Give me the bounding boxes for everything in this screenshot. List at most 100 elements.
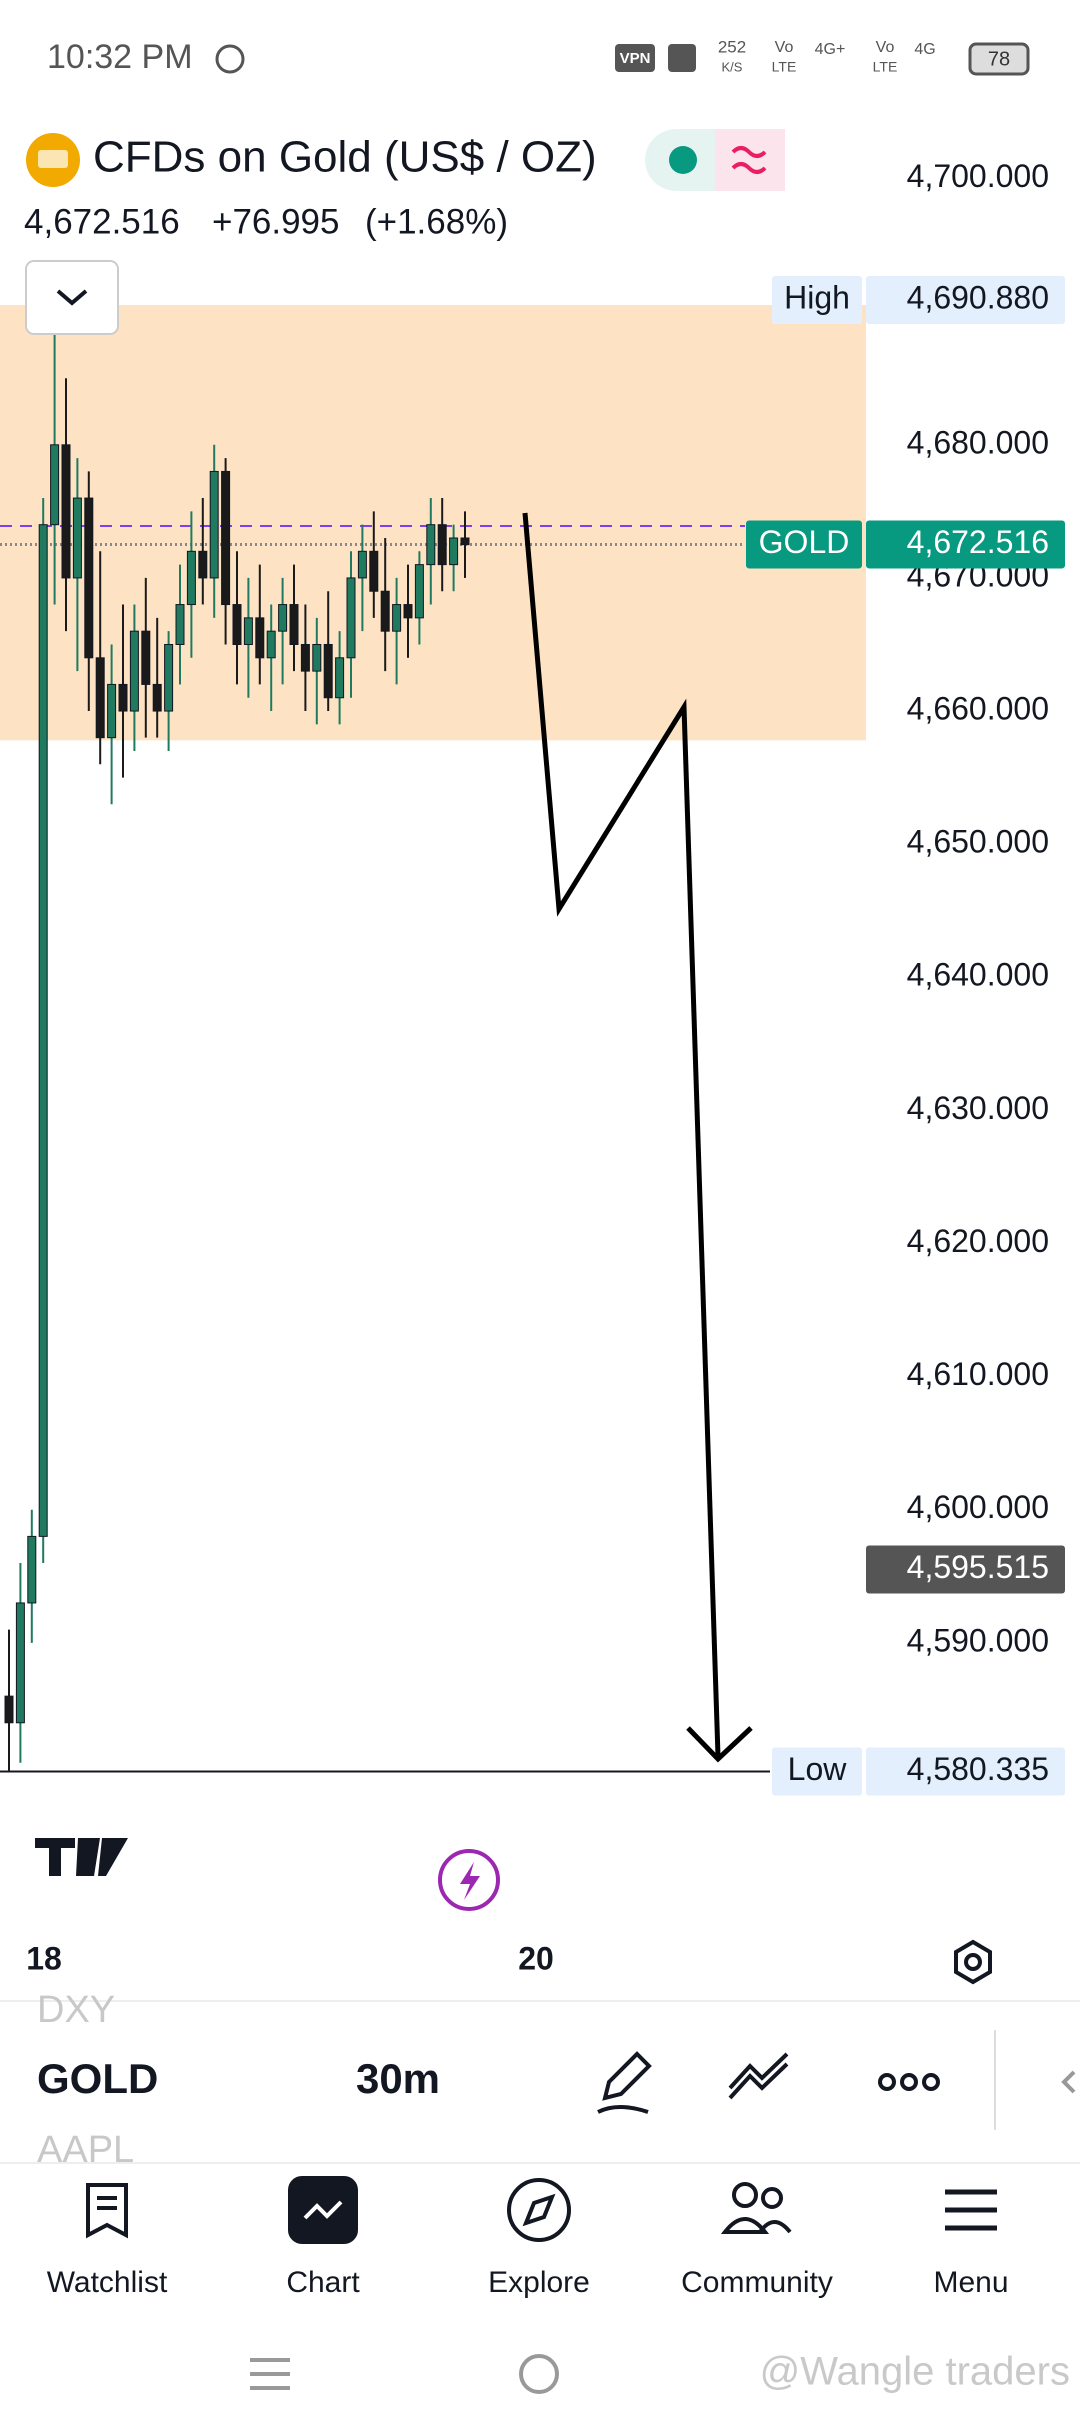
- candle-body: [72, 497, 82, 579]
- candle-body: [15, 1602, 25, 1724]
- candle-body: [164, 643, 174, 712]
- status-pill-right: [715, 129, 785, 191]
- settings-icon-center: [964, 1953, 982, 1971]
- battery: [968, 42, 1030, 76]
- candle-body: [278, 604, 288, 632]
- net-type: 4G: [914, 41, 935, 58]
- market-open-dot: [669, 146, 697, 174]
- explore-needle: [522, 2193, 556, 2227]
- whatsapp-icon: [215, 44, 245, 74]
- price-tag-value: 4,672.516: [907, 524, 1049, 560]
- collapse-button[interactable]: [25, 260, 119, 335]
- x-tick-label: 20: [518, 1940, 554, 1976]
- price-tag-name: Low: [788, 1751, 848, 1787]
- net-speed: 252: [718, 37, 746, 56]
- candle-body: [243, 617, 253, 645]
- candle-body: [186, 550, 196, 606]
- candle-body: [369, 550, 379, 592]
- candle-body: [255, 617, 265, 659]
- y-tick-label: 4,600.000: [907, 1489, 1049, 1525]
- chevron-icon: [56, 289, 88, 306]
- candle-body: [107, 683, 117, 739]
- more-dot[interactable]: [878, 2073, 896, 2091]
- expand-arrow[interactable]: [1061, 2070, 1076, 2094]
- y-tick-label: 4,620.000: [907, 1223, 1049, 1259]
- drawn-arrow: [522, 512, 721, 1757]
- net-type: 4G+: [815, 41, 846, 58]
- nav-label[interactable]: Explore: [488, 2266, 590, 2299]
- nav-label[interactable]: Menu: [933, 2266, 1008, 2299]
- candle-body: [118, 683, 128, 712]
- battery-level: 78: [988, 48, 1010, 70]
- price-tag-name-box: [772, 275, 862, 324]
- home-button[interactable]: [519, 2354, 559, 2394]
- interval[interactable]: 30m: [356, 2055, 440, 2102]
- price-tag: [866, 275, 1065, 324]
- candle-body: [414, 564, 424, 619]
- nav-label[interactable]: Community: [681, 2266, 833, 2299]
- candle-body: [335, 657, 345, 699]
- symbol-selected[interactable]: GOLD: [37, 2055, 158, 2102]
- candle-body: [357, 550, 367, 579]
- candle-body: [403, 604, 413, 619]
- candle-body: [95, 657, 105, 739]
- y-tick-label: 4,660.000: [907, 691, 1049, 727]
- community-icon: [761, 2187, 783, 2209]
- net-label: LTE: [873, 59, 898, 75]
- vpn-text: VPN: [620, 50, 651, 67]
- lightning-button[interactable]: [438, 1849, 500, 1911]
- net-speed-unit: K/S: [722, 59, 743, 74]
- community-icon: [732, 2182, 758, 2208]
- more-dot: [922, 2073, 940, 2091]
- price-tag-value: 4,580.335: [907, 1751, 1049, 1787]
- nav-label[interactable]: Chart: [286, 2266, 360, 2299]
- indicators-tool[interactable]: [728, 2052, 789, 2100]
- price-change: +76.995: [212, 202, 340, 241]
- watermark: @Wangle traders: [760, 2350, 1070, 2394]
- candle-body: [437, 524, 447, 566]
- y-tick-label: 4,610.000: [907, 1356, 1049, 1392]
- symbol-option[interactable]: DXY: [37, 1989, 115, 2031]
- nav-icons: [86, 2176, 997, 2244]
- nfc-icon: [668, 44, 696, 72]
- price-tag-value: 4,595.515: [907, 1549, 1049, 1585]
- candle-body: [266, 630, 276, 659]
- community-icon-body: [720, 2217, 792, 2234]
- symbol-title[interactable]: CFDs on Gold (US$ / OZ): [93, 133, 597, 182]
- y-tick-label: 4,630.000: [907, 1090, 1049, 1126]
- last-price: 4,672.516: [24, 202, 180, 241]
- y-tick-label: 4,680.000: [907, 424, 1049, 460]
- status-time: 10:32 PM: [47, 38, 193, 76]
- explore-icon: [507, 2178, 571, 2242]
- candle-body: [198, 550, 208, 579]
- candle-body: [323, 643, 333, 699]
- settings-icon[interactable]: [954, 1939, 992, 1985]
- gold-icon-bar: [38, 150, 68, 168]
- candle-body: [426, 524, 436, 566]
- price-change-pct: (+1.68%): [365, 202, 508, 241]
- y-tick-label: 4,700.000: [907, 158, 1049, 194]
- candle-body: [449, 537, 459, 566]
- y-tick-label: 4,590.000: [907, 1622, 1049, 1658]
- draw-tool[interactable]: [597, 2051, 652, 2114]
- nav-label[interactable]: Watchlist: [47, 2266, 168, 2299]
- candle-body: [84, 497, 94, 659]
- drawn-arrow-head: [686, 1726, 753, 1763]
- tv-logo: [35, 1838, 128, 1876]
- recent-apps[interactable]: [250, 2358, 290, 2390]
- candle-body: [346, 577, 356, 659]
- candle-body: [232, 604, 242, 645]
- vpn-badge: [615, 44, 655, 72]
- candle-body: [38, 524, 48, 1537]
- y-tick-label: 4,650.000: [907, 824, 1049, 860]
- symbol-option[interactable]: AAPL: [37, 2129, 134, 2171]
- price-tag-name: GOLD: [759, 524, 850, 560]
- chart-icon-line: [303, 2200, 343, 2220]
- net-label: LTE: [772, 59, 797, 75]
- price-tag-name: High: [784, 279, 850, 315]
- candle-body: [152, 683, 162, 712]
- candle-body: [460, 537, 470, 546]
- delay-icon: [731, 146, 767, 174]
- candle-body: [4, 1695, 14, 1724]
